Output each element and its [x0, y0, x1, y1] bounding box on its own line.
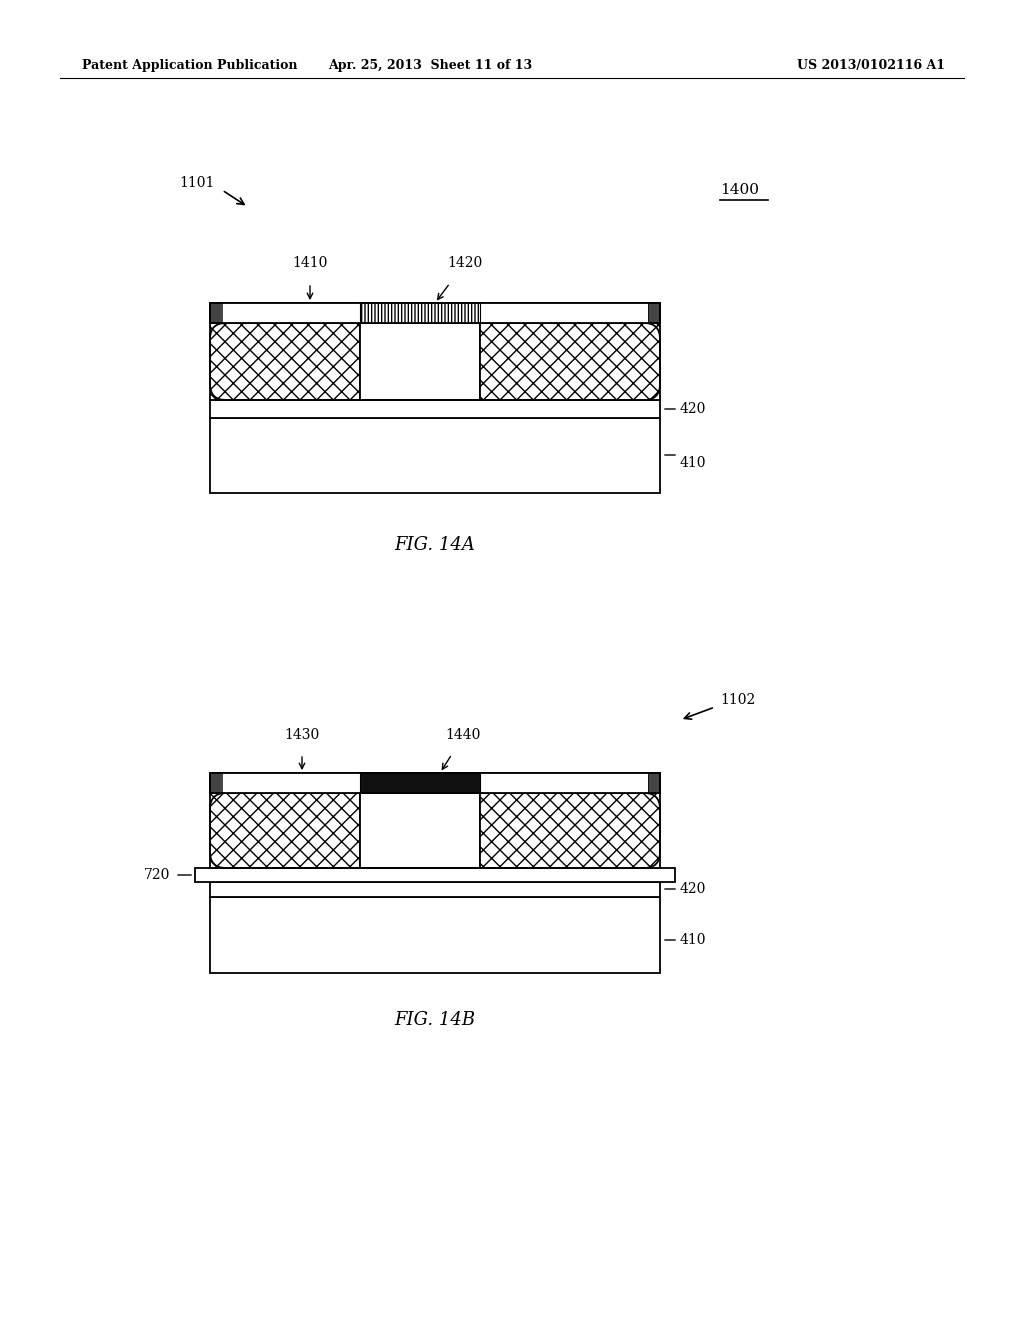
Text: 1400: 1400: [720, 183, 759, 197]
Text: 420: 420: [680, 403, 707, 416]
Text: 1101: 1101: [179, 176, 215, 190]
Bar: [210, 774, 660, 793]
Bar: [480, 304, 648, 323]
Bar: [480, 323, 660, 400]
Bar: [195, 869, 675, 882]
Bar: [480, 774, 648, 793]
Bar: [210, 323, 360, 400]
Text: FIG. 14B: FIG. 14B: [394, 1011, 475, 1030]
Text: Apr. 25, 2013  Sheet 11 of 13: Apr. 25, 2013 Sheet 11 of 13: [328, 58, 532, 71]
Text: 410: 410: [680, 933, 707, 946]
Text: 1440: 1440: [445, 729, 480, 742]
Bar: [210, 774, 660, 793]
Text: 1102: 1102: [720, 693, 756, 708]
Bar: [210, 793, 360, 869]
Bar: [360, 304, 480, 323]
Bar: [222, 774, 360, 793]
Bar: [210, 304, 660, 323]
Bar: [210, 882, 660, 898]
Text: Patent Application Publication: Patent Application Publication: [82, 58, 298, 71]
Bar: [210, 304, 660, 323]
Bar: [210, 418, 660, 492]
Bar: [210, 400, 660, 418]
Bar: [360, 774, 480, 793]
Bar: [360, 793, 480, 869]
Text: 1410: 1410: [292, 256, 328, 271]
Text: FIG. 14A: FIG. 14A: [394, 536, 475, 554]
Text: 1420: 1420: [447, 256, 482, 271]
Text: 720: 720: [143, 869, 170, 882]
Bar: [210, 898, 660, 973]
Bar: [360, 323, 480, 400]
Text: 1430: 1430: [285, 729, 319, 742]
Bar: [480, 793, 660, 869]
Text: US 2013/0102116 A1: US 2013/0102116 A1: [797, 58, 945, 71]
Text: 410: 410: [680, 455, 707, 470]
Text: 420: 420: [680, 882, 707, 896]
Bar: [222, 304, 360, 323]
